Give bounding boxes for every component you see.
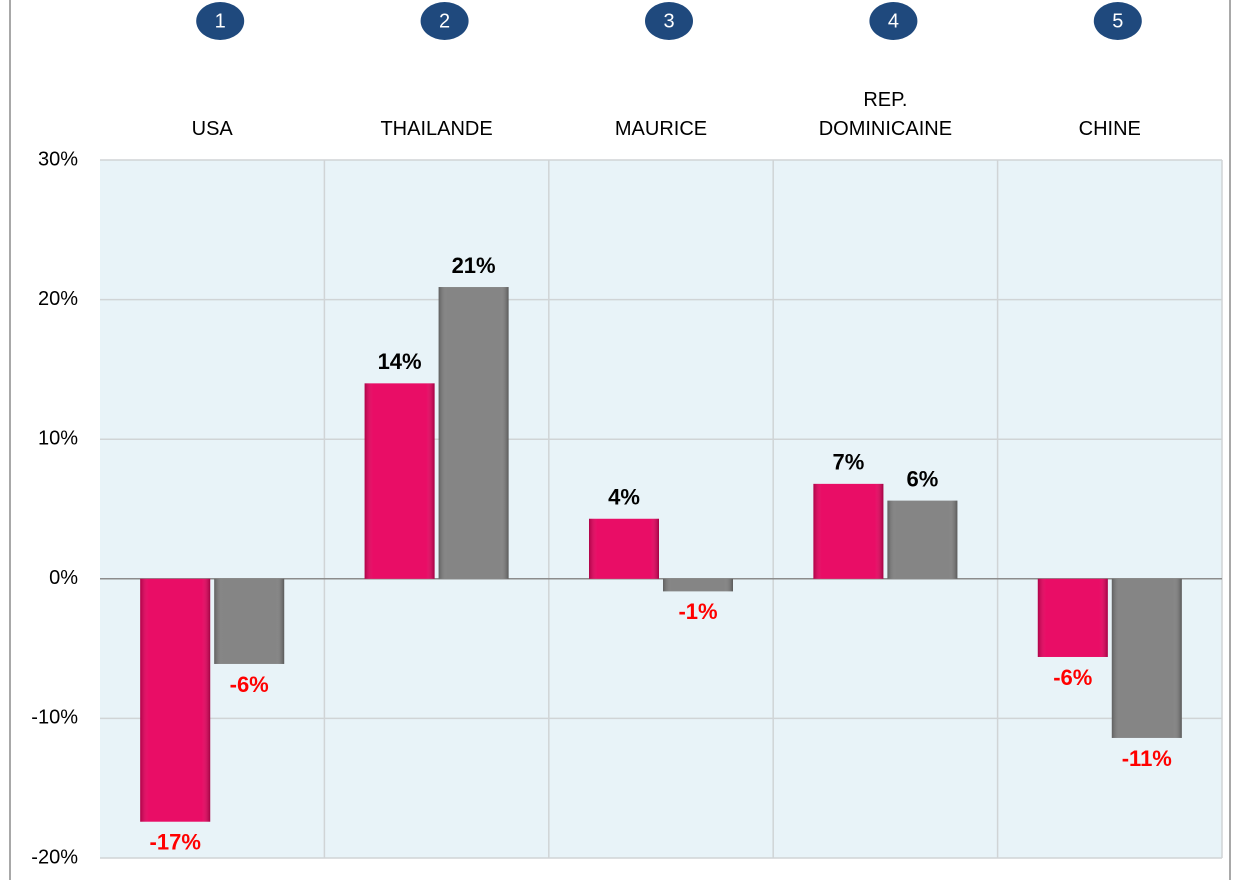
category-label: REP. DOMINICAINE xyxy=(818,89,953,140)
rank-badge xyxy=(645,2,693,40)
bar-group xyxy=(1037,578,1108,657)
bar-bevel xyxy=(438,287,509,579)
y-tick-label: 20% xyxy=(38,288,78,310)
data-label: 21% xyxy=(452,253,496,278)
bar-group xyxy=(140,578,211,822)
category-label: CHINE xyxy=(1078,118,1141,140)
bar-bevel xyxy=(589,518,659,579)
y-tick-label: 10% xyxy=(38,427,78,449)
bar-group xyxy=(1111,578,1182,738)
data-label: -17% xyxy=(150,830,201,855)
bar-group xyxy=(663,578,733,592)
data-label: -11% xyxy=(1122,746,1172,771)
rank-badge xyxy=(420,2,469,40)
rank-label: 4 xyxy=(888,10,899,32)
y-tick-label: 30% xyxy=(38,148,78,170)
category-label: THAILANDE xyxy=(380,118,493,140)
bar-bevel xyxy=(214,578,285,664)
bar-bevel xyxy=(1037,578,1108,657)
bar-bevel xyxy=(813,483,884,579)
data-label: 6% xyxy=(907,466,939,491)
data-label: 4% xyxy=(608,485,640,510)
category-label: MAURICE xyxy=(614,118,708,140)
bar-group xyxy=(887,500,958,579)
bar-group xyxy=(438,287,509,579)
bar-bevel xyxy=(887,500,958,579)
rank-badge xyxy=(869,2,918,40)
y-tick-label: -10% xyxy=(31,707,78,729)
bar-bevel xyxy=(663,578,733,592)
rank-label: 1 xyxy=(215,10,226,32)
data-label: -6% xyxy=(1053,665,1092,690)
bar-bevel xyxy=(140,578,211,822)
rank-label: 5 xyxy=(1112,10,1123,32)
rank-label: 3 xyxy=(663,10,674,32)
plot-area xyxy=(100,160,1222,858)
bar-bevel xyxy=(364,383,435,579)
bar-group xyxy=(214,578,285,664)
rank-badge xyxy=(1093,2,1142,40)
bar-group xyxy=(364,383,435,579)
category-label: USA xyxy=(191,118,233,140)
bar-bevel xyxy=(1111,578,1182,738)
frame xyxy=(9,0,1231,880)
data-label: 7% xyxy=(833,450,865,475)
vertical-grid xyxy=(323,160,1223,858)
bar-group xyxy=(813,483,884,579)
rank-label: 2 xyxy=(439,10,450,32)
y-tick-label: 0% xyxy=(49,567,78,589)
data-label: 14% xyxy=(378,349,422,374)
data-label: -6% xyxy=(230,672,269,697)
y-tick-label: -20% xyxy=(31,846,78,868)
data-label: -1% xyxy=(678,599,717,624)
rank-badge xyxy=(196,2,245,40)
bar-group xyxy=(589,518,659,579)
